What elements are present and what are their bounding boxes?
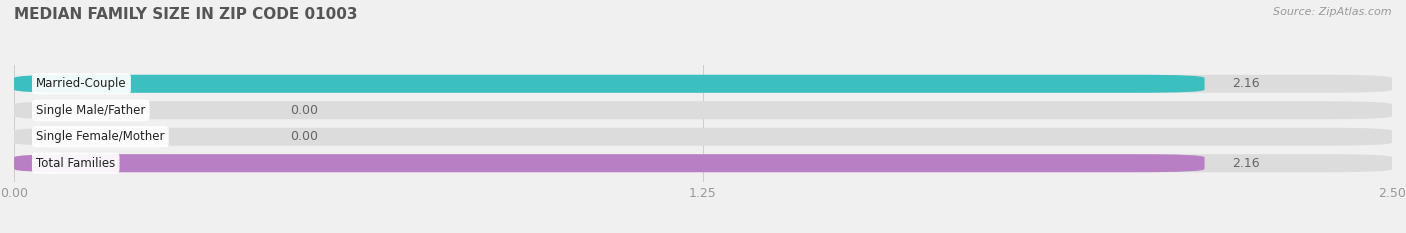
- Text: 2.16: 2.16: [1232, 77, 1260, 90]
- FancyBboxPatch shape: [14, 75, 1205, 93]
- FancyBboxPatch shape: [14, 75, 1392, 93]
- Text: Single Female/Mother: Single Female/Mother: [37, 130, 165, 143]
- Text: Total Families: Total Families: [37, 157, 115, 170]
- Text: 0.00: 0.00: [290, 104, 318, 117]
- Text: Single Male/Father: Single Male/Father: [37, 104, 145, 117]
- Text: 0.00: 0.00: [290, 130, 318, 143]
- Text: Source: ZipAtlas.com: Source: ZipAtlas.com: [1274, 7, 1392, 17]
- FancyBboxPatch shape: [14, 154, 1392, 172]
- Text: Married-Couple: Married-Couple: [37, 77, 127, 90]
- Text: 2.16: 2.16: [1232, 157, 1260, 170]
- FancyBboxPatch shape: [14, 101, 1392, 119]
- FancyBboxPatch shape: [14, 128, 1392, 146]
- FancyBboxPatch shape: [14, 154, 1205, 172]
- Text: MEDIAN FAMILY SIZE IN ZIP CODE 01003: MEDIAN FAMILY SIZE IN ZIP CODE 01003: [14, 7, 357, 22]
